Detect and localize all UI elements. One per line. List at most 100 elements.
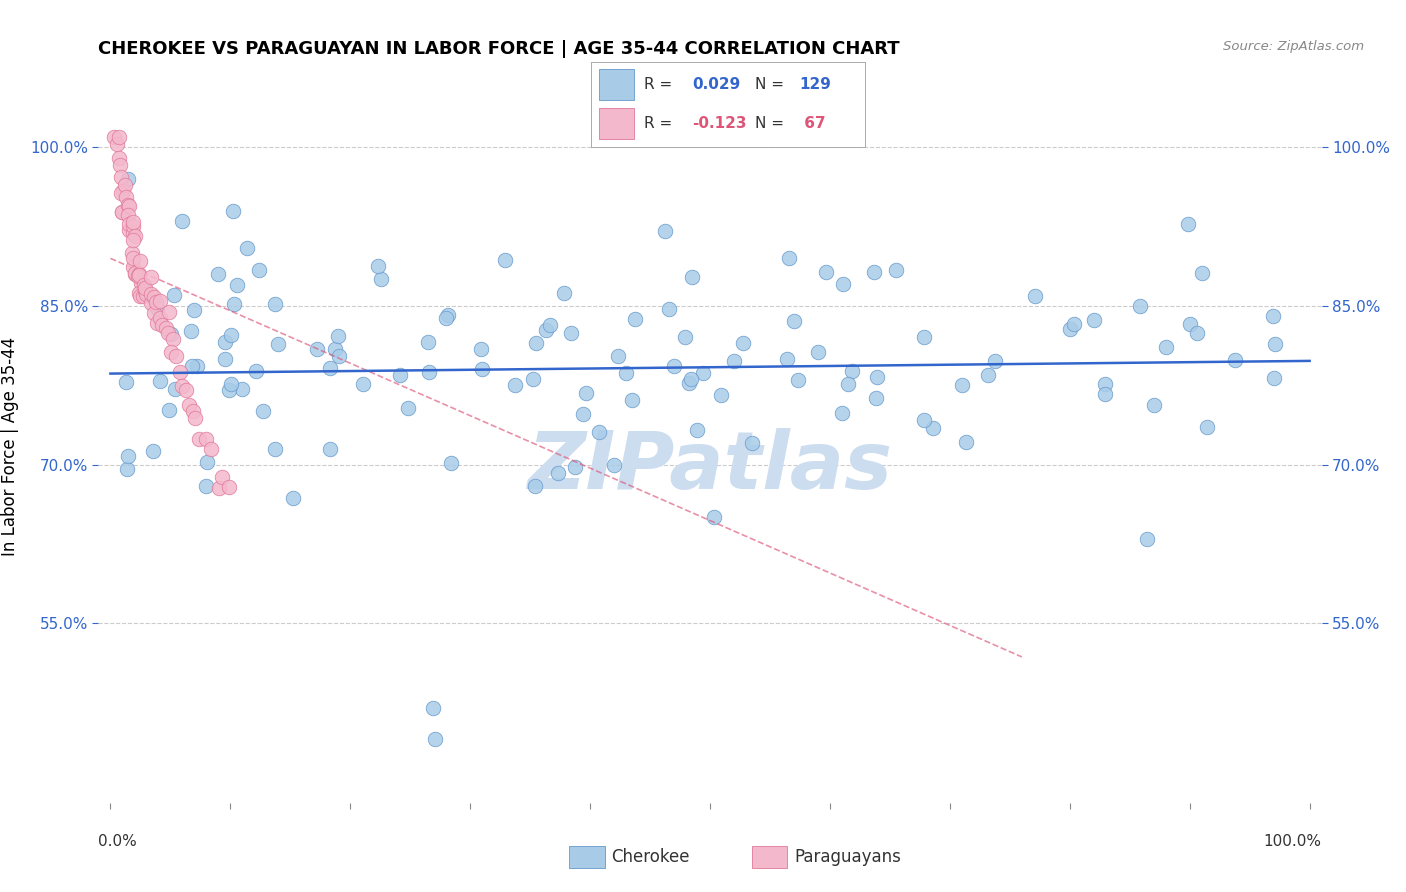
Point: [1223, 352, 1246, 367]
Point: [108, 151, 131, 165]
Point: [1264, 337, 1286, 351]
Point: [149, 374, 172, 388]
Point: [588, 425, 610, 439]
Point: [955, 435, 977, 450]
Text: Paraguayans: Paraguayans: [794, 848, 901, 866]
Point: [553, 286, 575, 301]
Point: [194, 432, 217, 446]
Point: [621, 393, 644, 408]
Point: [1094, 387, 1116, 401]
Point: [494, 253, 516, 268]
Point: [703, 510, 725, 524]
Point: [367, 259, 389, 273]
Point: [195, 455, 218, 469]
Point: [673, 330, 696, 344]
Point: [157, 402, 180, 417]
Point: [218, 383, 240, 397]
Point: [1083, 313, 1105, 327]
Point: [134, 277, 156, 292]
Point: [884, 263, 907, 277]
Point: [686, 423, 709, 437]
Point: [214, 335, 236, 350]
Point: [118, 199, 141, 213]
Point: [678, 376, 700, 390]
Point: [787, 373, 810, 387]
Point: [129, 276, 152, 290]
Point: [1177, 218, 1199, 232]
Text: -0.123: -0.123: [692, 116, 747, 131]
Point: [111, 204, 134, 219]
Point: [614, 366, 637, 380]
Point: [236, 241, 259, 255]
Point: [128, 286, 150, 301]
Point: [1063, 317, 1085, 331]
Point: [157, 326, 180, 341]
Point: [692, 367, 714, 381]
Point: [560, 326, 582, 341]
Point: [575, 385, 598, 400]
Point: [142, 290, 165, 304]
Point: [132, 289, 155, 303]
Point: [162, 288, 184, 302]
Text: 129: 129: [799, 77, 831, 92]
Point: [807, 345, 830, 359]
Point: [815, 265, 838, 279]
Text: R =: R =: [644, 116, 678, 131]
Point: [127, 268, 149, 283]
Point: [170, 379, 193, 393]
Point: [165, 349, 187, 363]
Point: [538, 318, 561, 332]
Point: [122, 260, 145, 275]
Point: [778, 252, 800, 266]
Point: [224, 296, 246, 310]
Point: [110, 186, 132, 200]
Point: [723, 354, 745, 368]
Point: [121, 245, 143, 260]
Point: [169, 365, 191, 379]
Point: [117, 172, 139, 186]
Point: [110, 158, 132, 172]
Point: [607, 349, 630, 363]
Point: [194, 479, 217, 493]
Point: [471, 361, 494, 376]
Point: [219, 327, 242, 342]
Point: [283, 491, 305, 506]
Point: [128, 267, 150, 281]
Point: [245, 364, 267, 378]
Point: [950, 377, 973, 392]
Point: [142, 444, 165, 458]
Point: [121, 219, 143, 234]
Point: [267, 337, 290, 351]
Point: [163, 382, 186, 396]
Point: [733, 336, 755, 351]
Point: [200, 442, 222, 456]
Point: [1059, 322, 1081, 336]
Point: [111, 185, 134, 199]
Point: [122, 233, 145, 247]
Point: [143, 306, 166, 320]
Point: [121, 226, 143, 240]
Bar: [599, 70, 634, 100]
Point: [225, 277, 247, 292]
Point: [1191, 266, 1213, 280]
Text: 100.0%: 100.0%: [1264, 834, 1322, 849]
Point: [149, 294, 172, 309]
Y-axis label: In Labor Force | Age 35-44: In Labor Force | Age 35-44: [1, 336, 18, 556]
Point: [1094, 377, 1116, 392]
Point: [434, 311, 457, 326]
Point: [1178, 317, 1201, 331]
Point: [155, 321, 177, 335]
Point: [439, 456, 461, 470]
Point: [128, 268, 150, 283]
Point: [139, 287, 162, 301]
Point: [214, 351, 236, 366]
Point: [160, 345, 183, 359]
Point: [396, 401, 419, 415]
Point: [114, 178, 136, 192]
Point: [912, 330, 935, 344]
Point: [149, 311, 172, 326]
Point: [1024, 289, 1046, 303]
Point: [624, 312, 647, 326]
Point: [831, 406, 853, 420]
Point: [977, 368, 1000, 382]
